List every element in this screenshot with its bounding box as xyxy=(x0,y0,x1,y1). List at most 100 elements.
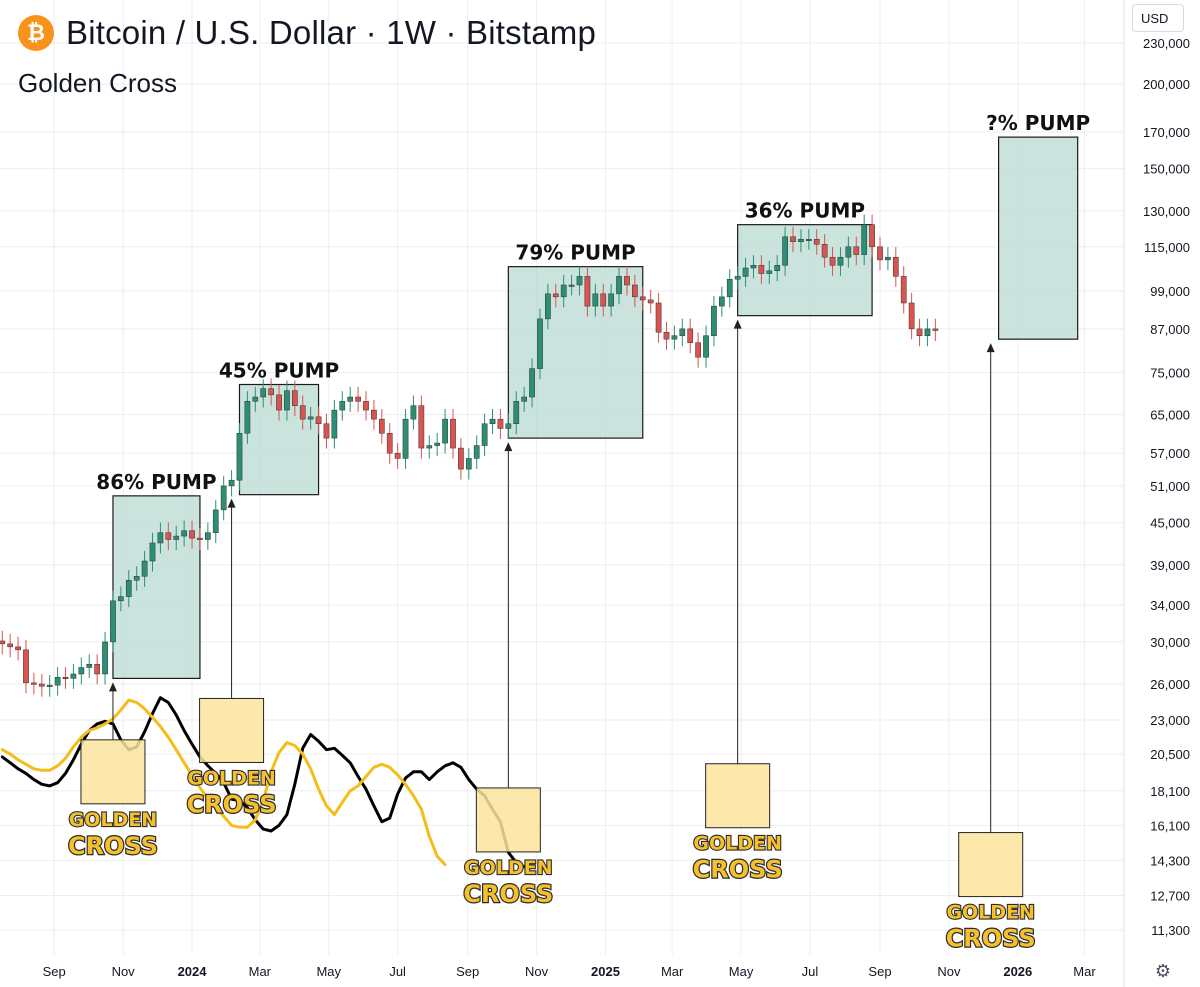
candle-body xyxy=(908,302,915,330)
price-tick-label: 20,500 xyxy=(1150,747,1190,762)
pump-label: 45% PUMP xyxy=(219,359,339,383)
moving-average-lines xyxy=(0,696,526,869)
currency-selector[interactable]: USD xyxy=(1132,4,1184,32)
candle-body xyxy=(837,256,844,266)
candle-body xyxy=(402,418,409,459)
candle-body xyxy=(197,537,203,540)
candle-body xyxy=(853,246,860,255)
candle-body xyxy=(149,542,156,562)
price-tick-label: 34,000 xyxy=(1150,598,1190,613)
pump-zone-box xyxy=(998,136,1079,340)
candle-body xyxy=(260,388,267,398)
candle-body xyxy=(805,238,812,241)
pump-label: ?% PUMP xyxy=(986,111,1090,135)
golden-label: GOLDEN xyxy=(187,767,276,789)
candle-body xyxy=(7,643,14,648)
candle-body xyxy=(323,423,330,439)
candle-body xyxy=(94,664,100,675)
time-tick-label: May xyxy=(729,964,754,979)
arrow-head xyxy=(733,319,742,329)
candle-body xyxy=(711,305,717,336)
price-tick-label: 12,700 xyxy=(1150,888,1190,903)
cross-label: CROSS xyxy=(693,856,783,884)
golden-cross-box xyxy=(80,739,146,805)
price-tick-label: 11,300 xyxy=(1151,923,1190,938)
candle-body xyxy=(521,396,528,402)
time-tick-label: 2026 xyxy=(1003,964,1032,979)
time-tick-label: Nov xyxy=(525,964,549,979)
price-tick-label: 150,000 xyxy=(1143,162,1190,177)
candle-body xyxy=(347,396,354,402)
candle-body xyxy=(181,530,187,537)
golden-cross-box xyxy=(705,763,771,829)
candle-body xyxy=(165,532,172,540)
price-tick-label: 51,000 xyxy=(1150,479,1190,494)
candle-body xyxy=(505,423,512,429)
arrow-head xyxy=(108,682,117,692)
candle-body xyxy=(62,677,69,680)
candle-body xyxy=(31,682,37,685)
annotation-labels: 86% PUMP 45% PUMP 79% PUMP 36% PUMP ?% PUMP G… xyxy=(67,110,1092,954)
candle-body xyxy=(268,388,274,396)
time-tick-label: Sep xyxy=(43,964,66,979)
candle-body xyxy=(307,416,314,420)
candle-body xyxy=(813,238,820,245)
candle-body xyxy=(932,328,939,331)
ma-slow-line xyxy=(0,698,447,867)
candle-body xyxy=(663,332,670,340)
pump-label: 36% PUMP xyxy=(745,199,865,223)
time-tick-label: Mar xyxy=(249,964,272,979)
candle-body xyxy=(829,256,836,266)
golden-label: GOLDEN xyxy=(69,809,158,831)
candle-body xyxy=(70,673,77,679)
time-tick-label: May xyxy=(316,964,341,979)
candle-body xyxy=(545,293,551,320)
candle-body xyxy=(742,267,749,277)
golden-cross-box xyxy=(958,832,1024,898)
golden-label: GOLDEN xyxy=(693,833,782,855)
chart-grid xyxy=(0,0,1125,987)
candle-body xyxy=(78,667,85,675)
price-tick-label: 115,000 xyxy=(1144,240,1190,255)
candle-body xyxy=(299,405,306,420)
candle-body xyxy=(608,293,614,307)
candle-body xyxy=(655,302,662,333)
candle-body xyxy=(426,445,433,449)
candle-body xyxy=(560,284,567,298)
candle-body xyxy=(23,649,29,684)
time-tick-label: Mar xyxy=(1073,964,1096,979)
candle-body xyxy=(244,401,251,434)
time-tick-label: Mar xyxy=(661,964,684,979)
pump-label: 79% PUMP xyxy=(515,241,635,265)
arrow-head xyxy=(227,498,236,508)
candle-body xyxy=(616,276,622,295)
candle-body xyxy=(157,532,164,544)
candle-body xyxy=(869,224,875,248)
time-axis[interactable]: Sep Nov 2024 Mar May Jul Sep Nov 2025 Mar May Jul Se… xyxy=(43,964,1097,979)
gear-icon[interactable]: ⚙ xyxy=(1154,961,1172,981)
candle-body xyxy=(497,418,504,429)
candle-body xyxy=(110,600,116,643)
time-tick-label: Nov xyxy=(937,964,961,979)
candle-body xyxy=(552,293,559,298)
candle-body xyxy=(916,328,923,336)
candle-body xyxy=(687,328,694,343)
price-axis[interactable]: 230,000 200,000 170,000 150,000 130,000 115,0… xyxy=(1143,36,1190,938)
candle-body xyxy=(529,368,535,398)
candle-body xyxy=(695,342,701,358)
candle-body xyxy=(410,405,417,420)
candle-body xyxy=(212,509,219,533)
candle-body xyxy=(758,265,765,274)
candle-body xyxy=(624,276,630,286)
candle-body xyxy=(632,284,638,298)
candle-body xyxy=(734,276,741,280)
chart-header: ₿ Bitcoin / U.S. Dollar · 1W · Bitstamp xyxy=(18,14,596,52)
candle-body xyxy=(418,405,425,449)
candle-body xyxy=(284,390,290,411)
pump-label: 86% PUMP xyxy=(96,470,216,494)
bitcoin-icon: ₿ xyxy=(18,15,54,51)
price-tick-label: 14,300 xyxy=(1150,853,1190,868)
candle-body xyxy=(141,560,148,577)
candle-body xyxy=(679,328,686,336)
